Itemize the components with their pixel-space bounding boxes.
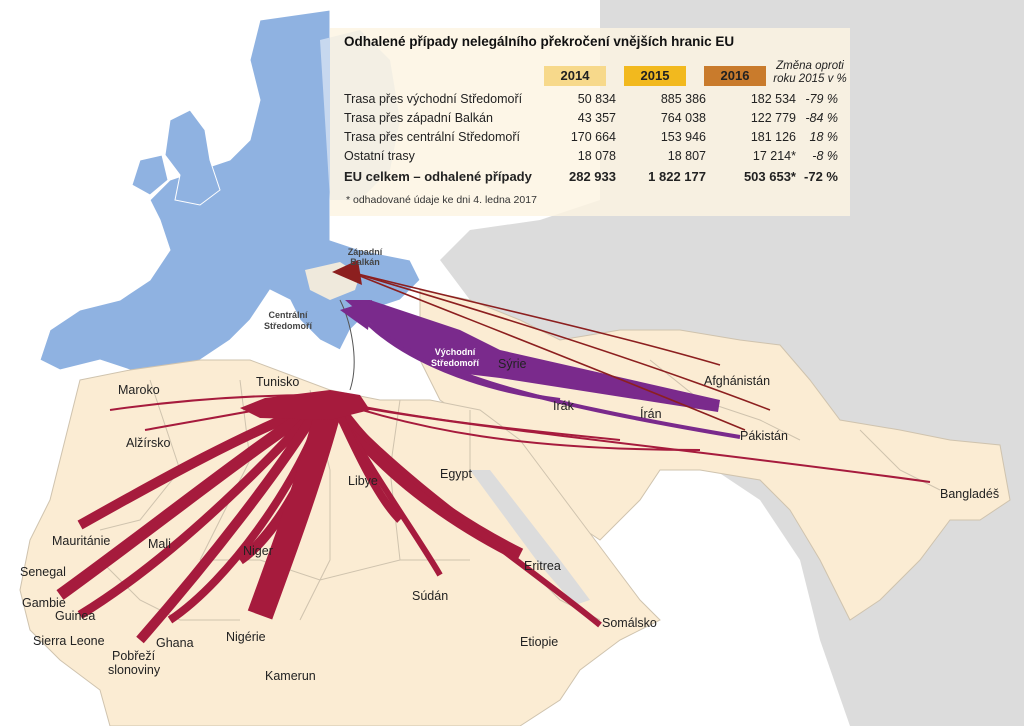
statistics-panel: Odhalené případy nelegálního překročení …	[330, 28, 850, 216]
central-route-arrows	[56, 399, 602, 644]
label-etiopie: Etiopie	[520, 635, 558, 649]
label-senegal: Senegal	[20, 565, 66, 579]
row-name: Trasa přes východní Středomoří	[344, 92, 523, 106]
balkan-route-arrowhead	[332, 260, 362, 285]
label-alzirsko: Alžírsko	[126, 436, 171, 450]
label-niger: Niger	[243, 544, 273, 558]
row-2016: 182 534	[750, 92, 796, 106]
year-header-2016: 2016	[704, 66, 766, 86]
label-libye: Libye	[348, 474, 378, 488]
row-2014: 18 078	[577, 149, 616, 163]
east-route-lines	[358, 313, 741, 439]
ireland-land	[131, 154, 169, 196]
central-label-2: Středomoří	[264, 321, 313, 331]
label-pobrezi-2: slonoviny	[108, 663, 161, 677]
label-sierra-leone: Sierra Leone	[33, 634, 105, 648]
row-2014: 170 664	[570, 130, 616, 144]
label-egypt: Egypt	[440, 467, 472, 481]
label-pakistan: Pákistán	[740, 429, 788, 443]
table-row: Trasa přes centrální Středomoří 170 664 …	[344, 130, 844, 149]
central-route-sea-line	[339, 299, 355, 391]
row-2016: 122 779	[750, 111, 796, 125]
row-2015: 153 946	[660, 130, 706, 144]
row-change: -84 %	[805, 111, 838, 125]
label-irak: Irák	[553, 399, 575, 413]
central-route-arrowhead	[240, 390, 370, 420]
label-gambie: Gambie	[22, 596, 66, 610]
row-change: -79 %	[805, 92, 838, 106]
label-sudan: Súdán	[412, 589, 448, 603]
label-somalsko: Somálsko	[602, 616, 657, 630]
label-mali: Mali	[148, 537, 171, 551]
row-2016: 17 214*	[752, 149, 796, 163]
label-banglades: Bangladéš	[940, 487, 999, 501]
row-2015: 885 386	[660, 92, 706, 106]
change-header: Změna oproti roku 2015 v %	[773, 60, 847, 85]
total-2015: 1 822 177	[648, 169, 706, 184]
label-iran: Írán	[640, 406, 662, 421]
table-row: Ostatní trasy 18 078 18 807 17 214* -8 %	[344, 149, 844, 168]
table-row: Trasa přes západní Balkán 43 357 764 038…	[344, 111, 844, 130]
total-2016: 503 653*	[743, 169, 796, 184]
balkan-label-2: Balkán	[350, 257, 380, 267]
total-name: EU celkem – odhalené případy	[344, 169, 532, 184]
label-syrie: Sýrie	[498, 357, 527, 371]
row-change: 18 %	[809, 130, 839, 144]
year-header-2015: 2015	[624, 66, 686, 86]
label-tunisko: Tunisko	[256, 375, 299, 389]
label-pobrezi-1: Pobřeží	[112, 649, 156, 663]
central-label-1: Centrální	[268, 310, 308, 320]
east-label-2: Středomoří	[431, 358, 480, 368]
total-change: -72 %	[804, 169, 838, 184]
row-2016: 181 126	[750, 130, 796, 144]
table-total-row: EU celkem – odhalené případy 282 933 1 8…	[344, 169, 844, 188]
label-mauritanie: Mauritánie	[52, 534, 110, 548]
total-2014: 282 933	[569, 169, 616, 184]
balkan-route-lines	[349, 271, 771, 431]
row-2014: 50 834	[577, 92, 616, 106]
red-sea	[470, 470, 590, 605]
label-ghana: Ghana	[156, 636, 194, 650]
britain-land	[164, 109, 221, 206]
row-change: -8 %	[812, 149, 838, 163]
row-name: Trasa přes západní Balkán	[344, 111, 493, 125]
balkan-label-1: Západní	[348, 247, 383, 257]
east-route-arrowhead	[340, 300, 372, 330]
footnote: * odhadované údaje ke dni 4. ledna 2017	[346, 194, 537, 206]
row-2015: 18 807	[667, 149, 706, 163]
row-name: Trasa přes centrální Středomoří	[344, 130, 520, 144]
country-labels: Maroko Alžírsko Tunisko Libye Egypt Maur…	[20, 357, 999, 683]
east-route-band	[345, 300, 720, 412]
year-header-2014: 2014	[544, 66, 606, 86]
row-2014: 43 357	[577, 111, 616, 125]
label-afghanistan: Afghánistán	[704, 374, 770, 388]
label-eritrea: Eritrea	[524, 559, 561, 573]
row-2015: 764 038	[660, 111, 706, 125]
table-row: Trasa přes východní Středomoří 50 834 88…	[344, 92, 844, 111]
label-guinea: Guinea	[55, 609, 95, 623]
label-maroko: Maroko	[118, 383, 160, 397]
east-label-1: Východní	[435, 347, 476, 357]
table-title: Odhalené případy nelegálního překročení …	[344, 34, 735, 49]
africa-land	[19, 359, 661, 726]
label-nigerie: Nigérie	[226, 630, 266, 644]
label-kamerun: Kamerun	[265, 669, 316, 683]
row-name: Ostatní trasy	[344, 149, 415, 163]
